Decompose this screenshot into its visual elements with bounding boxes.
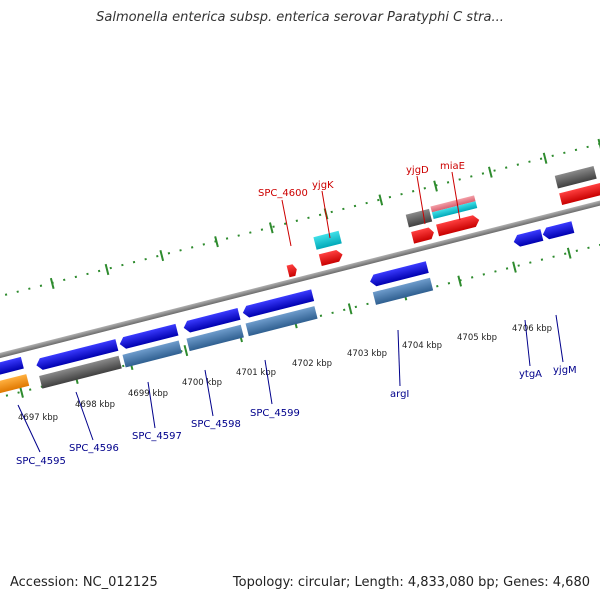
major-tick: [542, 152, 548, 164]
tick-labels: 4697 kbp 4698 kbp 4699 kbp 4700 kbp 4701…: [18, 324, 552, 423]
gene-label-miaE[interactable]: miaE: [440, 161, 465, 172]
gene-miaE-rna[interactable]: [430, 195, 476, 213]
major-tick: [104, 263, 110, 276]
gene-label-ytgA[interactable]: ytgA: [519, 369, 542, 380]
gene-spc4596-cds[interactable]: [39, 355, 122, 389]
gene-yjgK-cds[interactable]: [313, 230, 342, 250]
tick-label: 4706 kbp: [512, 324, 552, 334]
accession-text: Accession: NC_012125: [10, 575, 158, 590]
gene-right-cds[interactable]: [554, 166, 597, 189]
gene-ytgA[interactable]: [512, 229, 544, 248]
tick-label: 4703 kbp: [347, 349, 387, 359]
gene-spc4599-cds[interactable]: [245, 306, 318, 337]
gene-spc4596[interactable]: [35, 339, 119, 371]
major-tick: [268, 222, 274, 234]
gene-left-edge-cds[interactable]: [0, 374, 30, 395]
tick-label: 4698 kbp: [75, 400, 115, 410]
gene-yjgD[interactable]: [411, 227, 435, 244]
gene-label-yjgK[interactable]: yjgK: [312, 180, 334, 191]
major-tick: [214, 236, 219, 248]
major-tick: [159, 250, 165, 262]
tick-label: 4701 kbp: [236, 368, 276, 378]
gene-spc4598[interactable]: [182, 308, 241, 334]
gene-spc4599[interactable]: [241, 289, 315, 318]
major-tick: [512, 261, 517, 273]
gene-spc4597[interactable]: [118, 323, 179, 350]
gene-argI-cds[interactable]: [372, 277, 434, 305]
gene-argI[interactable]: [369, 261, 429, 287]
gene-miaE[interactable]: [436, 214, 481, 237]
major-tick: [566, 247, 572, 259]
gene-spc4600[interactable]: [286, 263, 299, 278]
gene-yjgD-cds[interactable]: [405, 208, 433, 228]
gene-label-spc4595[interactable]: SPC_4595: [16, 456, 66, 467]
major-tick: [183, 345, 189, 357]
major-tick: [347, 303, 353, 315]
tick-label: 4704 kbp: [402, 341, 442, 351]
genome-backbone: [0, 190, 600, 368]
gene-label-spc4597[interactable]: SPC_4597: [132, 431, 182, 442]
gene-label-spc4596[interactable]: SPC_4596: [69, 443, 119, 454]
gene-label-spc4599[interactable]: SPC_4599: [250, 408, 300, 419]
reverse-labels: [17, 314, 564, 453]
major-tick: [49, 277, 55, 289]
major-tick: [457, 275, 463, 287]
genome-summary: Topology: circular; Length: 4,833,080 bp…: [232, 575, 590, 590]
gene-right[interactable]: [559, 182, 600, 205]
major-tick: [488, 166, 493, 178]
tick-label: 4705 kbp: [457, 333, 497, 343]
major-tick: [433, 180, 438, 192]
tick-label: 4697 kbp: [18, 413, 58, 423]
gene-label-spc4600[interactable]: SPC_4600: [258, 188, 308, 199]
gene-spc4598-cds[interactable]: [186, 324, 244, 352]
forward-labels: [281, 171, 461, 247]
gene-label-argI[interactable]: argI: [390, 389, 409, 400]
gene-label-yjgM[interactable]: yjgM: [553, 365, 577, 376]
tick-label: 4702 kbp: [292, 359, 332, 369]
map-title: Salmonella enterica subsp. enterica sero…: [96, 10, 504, 25]
gene-label-spc4598[interactable]: SPC_4598: [191, 419, 241, 430]
gene-yjgM[interactable]: [541, 221, 575, 240]
major-tick: [378, 194, 384, 206]
gene-miaE-cds[interactable]: [431, 201, 478, 220]
map-frame: [0, 136, 600, 406]
gene-left-edge[interactable]: [0, 356, 24, 378]
tick-label: 4700 kbp: [182, 378, 222, 388]
gene-spc4597-cds[interactable]: [122, 340, 182, 368]
gene-yjgK[interactable]: [318, 249, 344, 267]
gene-label-yjgD[interactable]: yjgD: [406, 165, 429, 176]
major-tick: [19, 386, 24, 398]
tick-label: 4699 kbp: [128, 389, 168, 399]
